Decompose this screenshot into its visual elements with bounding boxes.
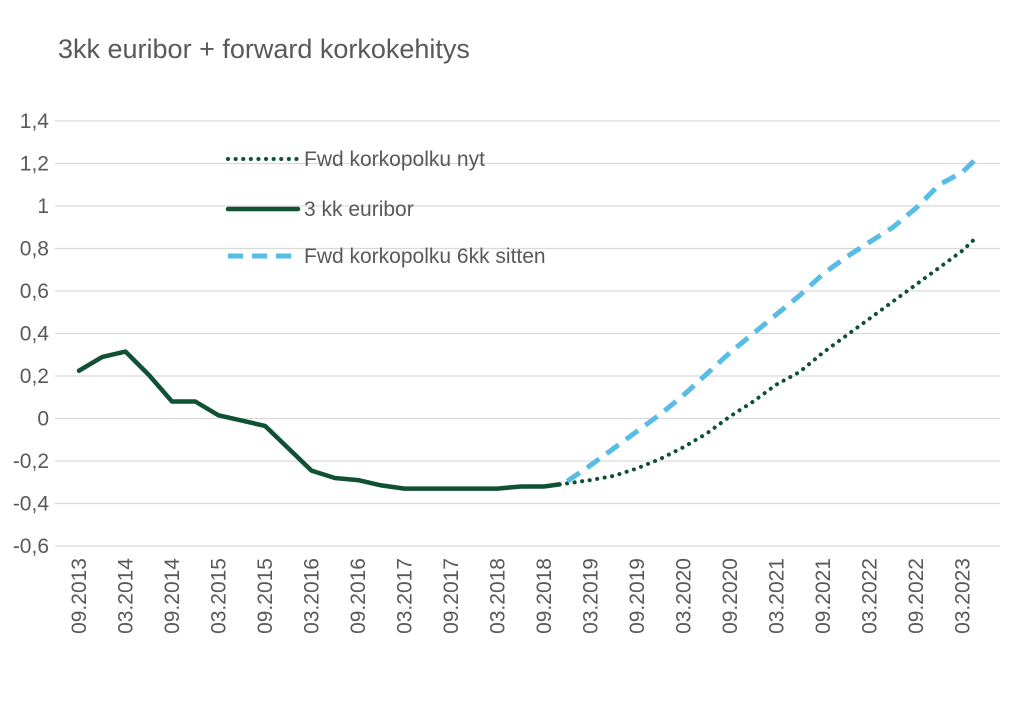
x-tick-label: 09.2019 bbox=[626, 558, 649, 634]
y-tick-label: 1,4 bbox=[20, 110, 50, 133]
x-tick-label: 03.2014 bbox=[115, 558, 138, 634]
x-tick-label: 09.2013 bbox=[68, 558, 91, 634]
legend-label: Fwd korkopolku nyt bbox=[304, 148, 485, 171]
legend-label: 3 kk euribor bbox=[304, 198, 414, 221]
series-line-3 bbox=[565, 155, 980, 484]
x-tick-label: 03.2021 bbox=[766, 558, 789, 634]
x-tick-label: 09.2018 bbox=[533, 558, 556, 634]
series-line-2 bbox=[76, 349, 562, 491]
x-tick-label: 03.2019 bbox=[580, 558, 603, 634]
series-line-1 bbox=[557, 233, 980, 487]
legend: Fwd korkopolku nyt 3 kk euribor Fwd korkop… bbox=[225, 148, 546, 268]
x-tick-label: 09.2014 bbox=[161, 558, 184, 634]
x-tick-label: 03.2023 bbox=[952, 558, 975, 634]
x-tick-label: 03.2017 bbox=[394, 558, 417, 634]
y-tick-label: 0,6 bbox=[20, 280, 49, 303]
x-tick-label: 03.2015 bbox=[208, 558, 231, 634]
x-tick-label: 09.2017 bbox=[440, 558, 463, 634]
x-tick-label: 09.2015 bbox=[254, 558, 277, 634]
legend-label: Fwd korkopolku 6kk sitten bbox=[304, 245, 546, 268]
chart-title: 3kk euribor + forward korkokehitys bbox=[58, 34, 470, 64]
y-tick-label: 1 bbox=[37, 195, 49, 218]
series-lines bbox=[76, 155, 980, 491]
x-tick-label: 03.2018 bbox=[487, 558, 510, 634]
y-tick-label: 0,4 bbox=[20, 323, 50, 346]
y-tick-label: 0 bbox=[37, 408, 49, 431]
x-axis-ticks: 09.2013 03.2014 09.2014 03.2015 09.2015 03.20… bbox=[68, 558, 975, 634]
y-tick-label: 0,8 bbox=[20, 238, 49, 261]
x-tick-label: 09.2021 bbox=[812, 558, 835, 634]
x-tick-label: 03.2022 bbox=[859, 558, 882, 634]
y-tick-label: 1,2 bbox=[20, 153, 49, 176]
x-tick-label: 09.2016 bbox=[347, 558, 370, 634]
x-tick-label: 09.2022 bbox=[905, 558, 928, 634]
y-tick-label: -0,6 bbox=[13, 535, 49, 558]
x-tick-label: 03.2016 bbox=[301, 558, 324, 634]
y-tick-label: -0,2 bbox=[13, 450, 49, 473]
y-tick-label: -0,4 bbox=[13, 493, 50, 516]
x-tick-label: 03.2020 bbox=[673, 558, 696, 634]
x-tick-label: 09.2020 bbox=[719, 558, 742, 634]
y-axis-ticks: 1,4 1,2 1 0,8 0,6 0,4 0,2 0 -0,2 -0,4 -0,6 bbox=[13, 110, 50, 558]
gridlines bbox=[55, 120, 1000, 547]
y-tick-label: 0,2 bbox=[20, 365, 49, 388]
